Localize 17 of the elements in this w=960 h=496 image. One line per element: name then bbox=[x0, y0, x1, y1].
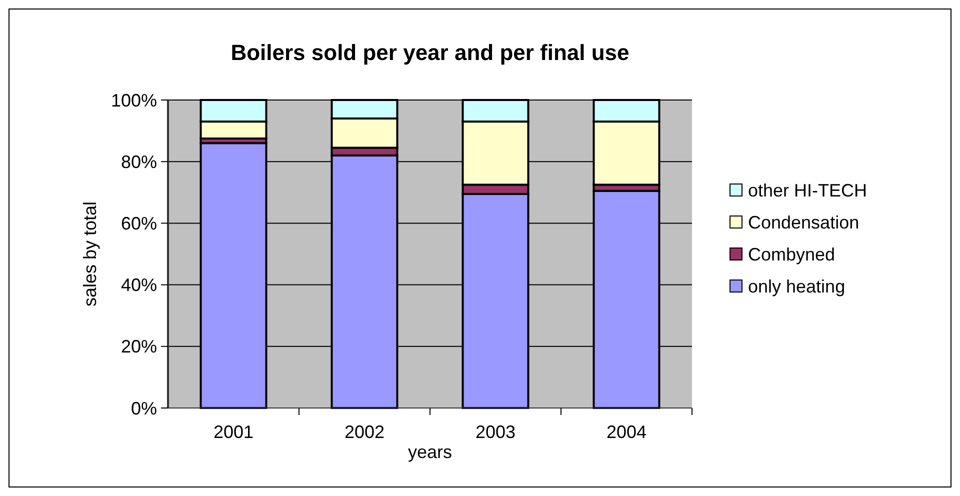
y-tick-label: 80% bbox=[120, 152, 157, 172]
chart-title: Boilers sold per year and per final use bbox=[230, 40, 630, 65]
y-tick-label: 20% bbox=[120, 336, 157, 357]
y-tick-label: 0% bbox=[130, 398, 157, 418]
legend-label: Condensation bbox=[748, 212, 860, 232]
legend-label: Combyned bbox=[748, 244, 836, 264]
legend-label: other HI-TECH bbox=[748, 180, 868, 200]
legend-label: only heating bbox=[748, 276, 846, 296]
y-tick-label: 60% bbox=[120, 214, 157, 234]
y-axis-title: sales by total bbox=[80, 201, 100, 307]
y-tick-label: 40% bbox=[120, 275, 157, 296]
x-tick-label: 2002 bbox=[344, 422, 385, 442]
y-tick-label: 100% bbox=[110, 90, 157, 110]
x-tick-label: 2004 bbox=[606, 422, 647, 442]
x-tick-label: 2003 bbox=[475, 422, 516, 442]
x-tick-label: 2001 bbox=[213, 422, 254, 442]
x-axis-title: years bbox=[408, 442, 452, 462]
